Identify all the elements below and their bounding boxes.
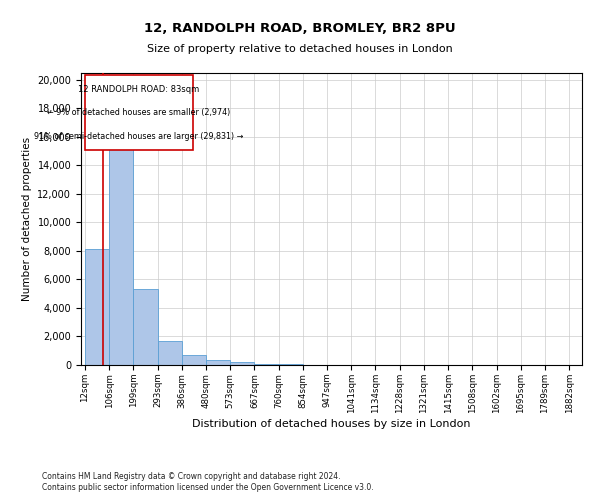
- Text: Size of property relative to detached houses in London: Size of property relative to detached ho…: [147, 44, 453, 54]
- Bar: [133, 290, 158, 365]
- Text: 12, RANDOLPH ROAD, BROMLEY, BR2 8PU: 12, RANDOLPH ROAD, BROMLEY, BR2 8PU: [144, 22, 456, 36]
- Bar: [278, 364, 303, 365]
- Bar: [254, 364, 278, 365]
- Text: Contains HM Land Registry data © Crown copyright and database right 2024.: Contains HM Land Registry data © Crown c…: [42, 472, 341, 481]
- Bar: [109, 130, 133, 365]
- Bar: [206, 360, 230, 365]
- Bar: [230, 362, 254, 365]
- Text: 91% of semi-detached houses are larger (29,831) →: 91% of semi-detached houses are larger (…: [34, 132, 244, 141]
- Text: ← 9% of detached houses are smaller (2,974): ← 9% of detached houses are smaller (2,9…: [47, 108, 230, 117]
- Bar: [182, 355, 206, 365]
- Text: 12 RANDOLPH ROAD: 83sqm: 12 RANDOLPH ROAD: 83sqm: [79, 85, 200, 94]
- Bar: [158, 340, 182, 365]
- Bar: [85, 250, 109, 365]
- Text: Contains public sector information licensed under the Open Government Licence v3: Contains public sector information licen…: [42, 483, 374, 492]
- Y-axis label: Number of detached properties: Number of detached properties: [22, 136, 32, 301]
- FancyBboxPatch shape: [85, 74, 193, 150]
- X-axis label: Distribution of detached houses by size in London: Distribution of detached houses by size …: [192, 418, 471, 428]
